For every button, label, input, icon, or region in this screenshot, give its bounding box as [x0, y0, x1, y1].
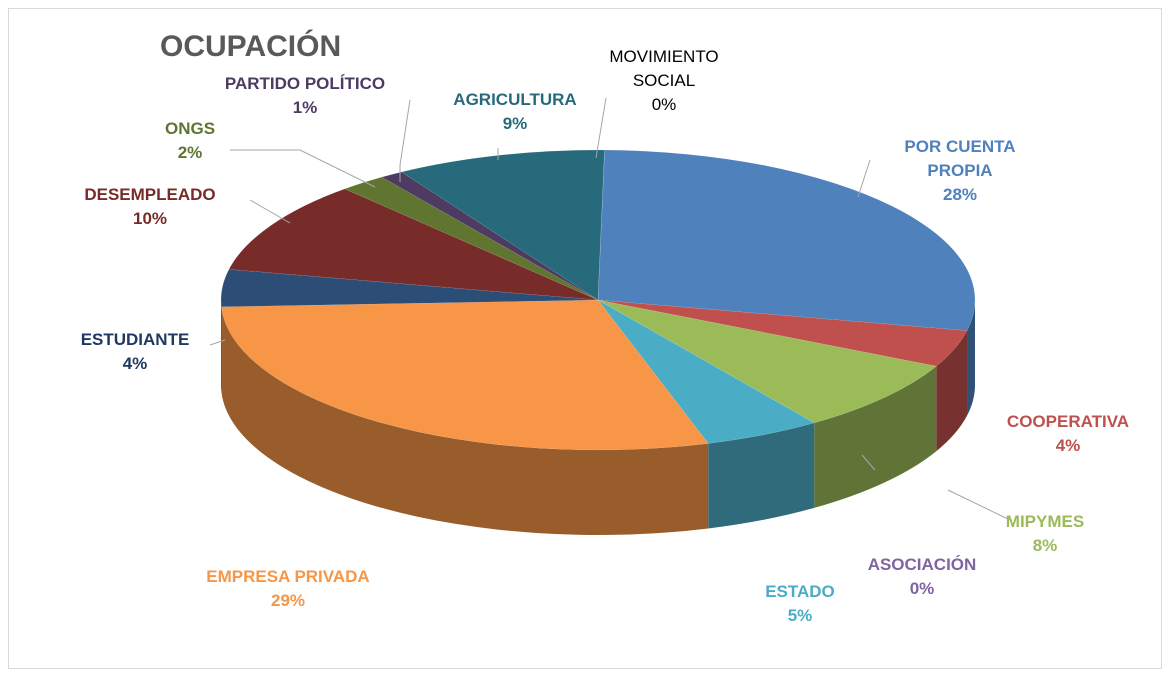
- slice: [221, 299, 709, 451]
- category-label: ONGS: [164, 119, 216, 138]
- slice: [597, 149, 976, 331]
- category-label: POR CUENTA PROPIA: [904, 137, 1016, 180]
- data-label: ASOCIACIÓN 0%: [842, 553, 1002, 601]
- leader-line: [861, 454, 876, 471]
- category-label: DESEMPLEADO: [84, 185, 216, 204]
- value-label: 8%: [1032, 536, 1058, 555]
- category-label: ESTADO: [765, 582, 835, 601]
- leader-line: [230, 149, 376, 188]
- leader-line: [947, 489, 1011, 521]
- leader-line: [209, 339, 226, 346]
- leader-line: [595, 97, 607, 159]
- category-label: EMPRESA PRIVADA: [206, 567, 370, 586]
- value-label: 1%: [292, 98, 318, 117]
- category-label: MIPYMES: [1005, 512, 1085, 531]
- leader-line: [399, 99, 411, 182]
- slice: [220, 269, 599, 308]
- value-label: 9%: [502, 114, 528, 133]
- data-label: POR CUENTA PROPIA 28%: [875, 135, 1045, 207]
- slice: [597, 150, 605, 301]
- value-label: 4%: [122, 354, 148, 373]
- slice: [400, 149, 605, 301]
- data-label: COOPERATIVA 4%: [988, 410, 1148, 458]
- data-label: AGRICULTURA 9%: [425, 88, 605, 136]
- data-label: PARTIDO POLÍTICO 1%: [190, 72, 420, 120]
- value-label: 5%: [787, 606, 813, 625]
- data-label: MIPYMES 8%: [985, 510, 1105, 558]
- category-label: ESTUDIANTE: [80, 330, 190, 349]
- slice: [344, 176, 599, 301]
- slice-side: [221, 306, 709, 535]
- slice-side: [936, 330, 968, 452]
- data-label: ESTADO 5%: [740, 580, 860, 628]
- leader-line: [857, 159, 871, 198]
- value-label: 10%: [132, 209, 168, 228]
- leader-line: [249, 199, 291, 224]
- category-label: ASOCIACIÓN: [867, 555, 977, 574]
- slice-side: [814, 366, 937, 508]
- value-label: 28%: [942, 185, 978, 204]
- chart-title: OCUPACIÓN: [160, 30, 342, 63]
- category-label: MOVIMIENTO SOCIAL: [609, 47, 719, 90]
- data-label: DESEMPLEADO 10%: [55, 183, 245, 231]
- value-label: 2%: [177, 143, 203, 162]
- value-label: 4%: [1055, 436, 1081, 455]
- value-label: 0%: [651, 95, 677, 114]
- category-label: PARTIDO POLÍTICO: [224, 74, 386, 93]
- slice-side: [967, 300, 975, 416]
- category-label: AGRICULTURA: [453, 90, 577, 109]
- data-label: MOVIMIENTO SOCIAL 0%: [594, 45, 734, 117]
- value-label: 0%: [909, 579, 935, 598]
- category-label: COOPERATIVA: [1006, 412, 1130, 431]
- slice: [381, 171, 599, 301]
- slice: [597, 299, 937, 424]
- slice: [597, 299, 815, 444]
- slice: [597, 299, 968, 367]
- chart-frame: [8, 8, 1162, 669]
- slice: [228, 188, 599, 301]
- data-label: EMPRESA PRIVADA 29%: [158, 565, 418, 613]
- data-label: ONGS 2%: [150, 117, 230, 165]
- slice-side: [708, 422, 815, 529]
- data-label: ESTUDIANTE 4%: [55, 328, 215, 376]
- value-label: 29%: [270, 591, 306, 610]
